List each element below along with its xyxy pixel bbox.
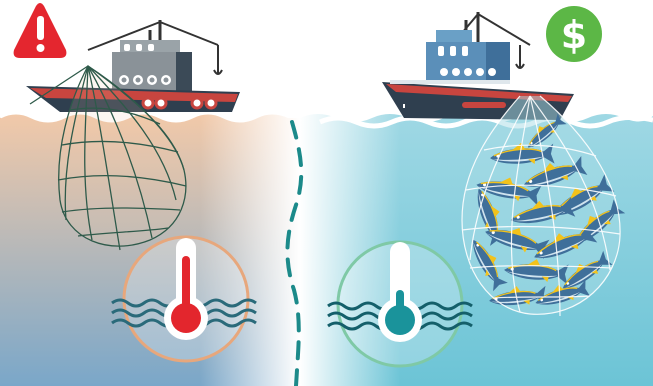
dollar-icon: $: [561, 13, 587, 57]
hot-thermometer-dial: [111, 235, 257, 363]
thermometer-cool-icon: [378, 242, 422, 342]
thermometer-hot-icon: [164, 238, 208, 340]
empty-fishing-net: [29, 65, 187, 251]
money-badge: $: [546, 6, 602, 62]
dashed-divider: [285, 120, 304, 386]
full-fishing-net: [461, 95, 626, 317]
cool-thermometer-dial: [327, 240, 473, 368]
warning-icon: [36, 16, 45, 52]
warning-badge: [13, 3, 67, 58]
